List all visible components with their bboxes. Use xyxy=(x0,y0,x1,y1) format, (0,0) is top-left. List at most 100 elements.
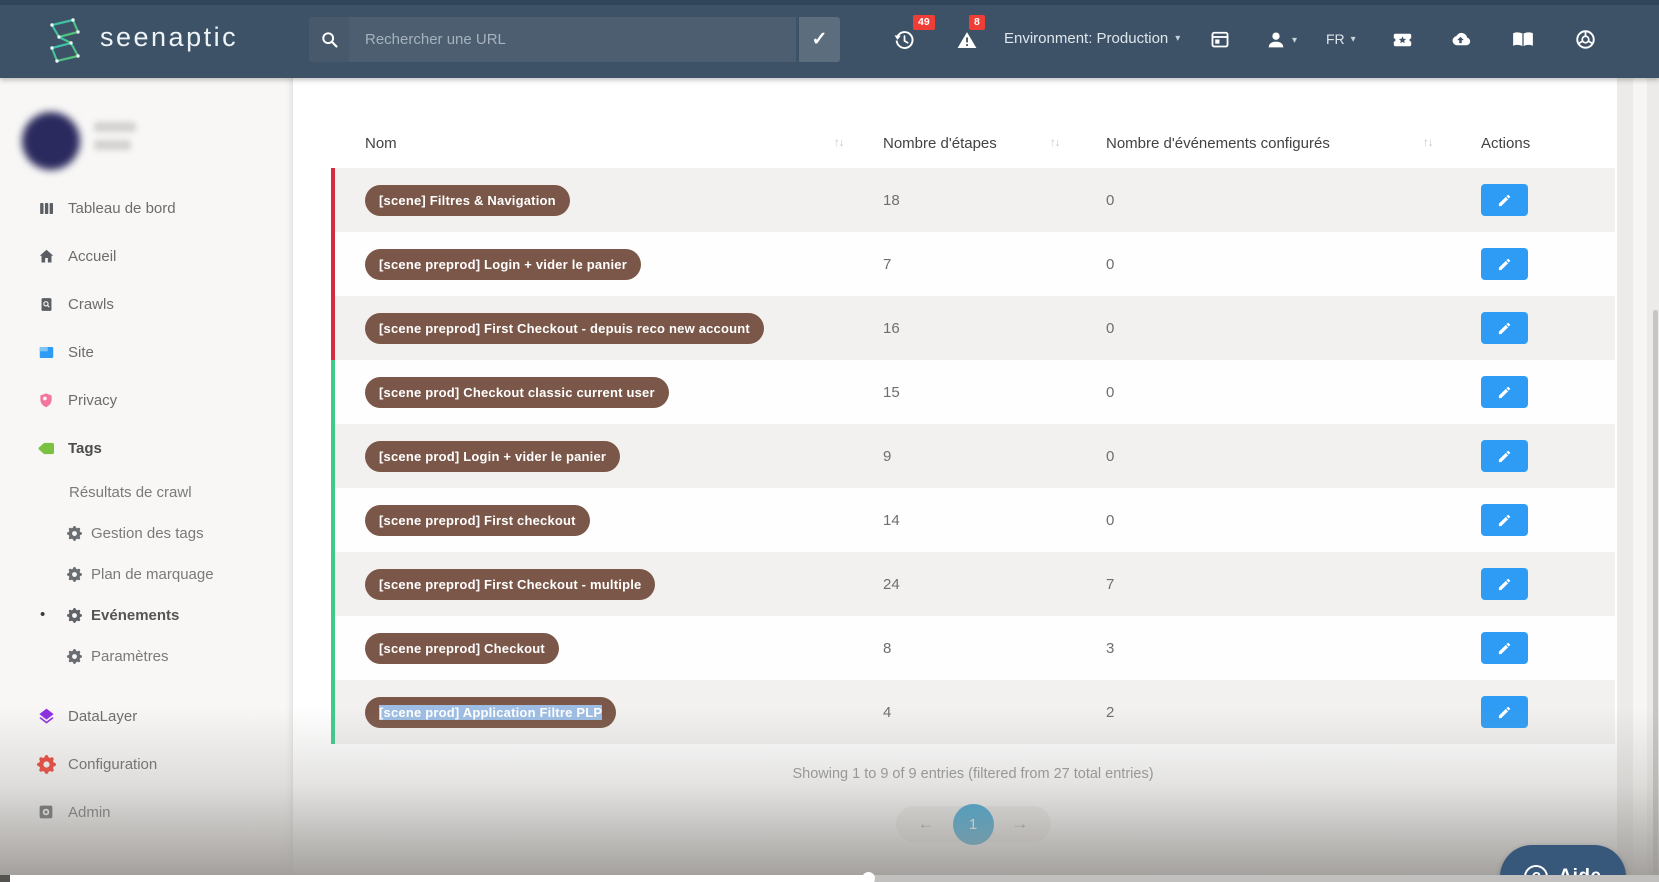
search-input[interactable] xyxy=(349,17,796,62)
sidebar-item-evenements[interactable]: • Evénements xyxy=(0,595,293,636)
page-number-button[interactable]: 1 xyxy=(952,803,994,845)
activity-ticket-icon[interactable] xyxy=(1391,29,1414,56)
avatar[interactable] xyxy=(22,112,80,170)
scenario-badge[interactable]: [scene preprod] First checkout xyxy=(365,504,590,536)
scenario-badge[interactable]: [scene preprod] First Checkout - multipl… xyxy=(365,568,656,600)
events-count: 0 xyxy=(1106,319,1115,337)
documentation-book-icon[interactable] xyxy=(1511,28,1535,56)
scenario-badge[interactable]: [scene preprod] Checkout xyxy=(365,632,559,664)
sidebar-item-label: DataLayer xyxy=(68,707,138,725)
table-row: [scene prod] Checkout classic current us… xyxy=(331,360,1615,424)
layers-icon xyxy=(36,707,56,726)
edit-scenario-button[interactable] xyxy=(1481,440,1528,472)
gear-icon xyxy=(66,649,83,664)
sidebar-item-label: Configuration xyxy=(68,755,158,773)
sidebar-item-admin[interactable]: Admin xyxy=(0,788,293,836)
environment-selector[interactable]: Environment: Production ▾ xyxy=(1004,30,1180,47)
cloud-upload-icon[interactable] xyxy=(1448,28,1473,56)
edit-scenario-button[interactable] xyxy=(1481,504,1528,536)
table-row: [scene preprod] First Checkout - depuis … xyxy=(331,296,1615,360)
edit-scenario-button[interactable] xyxy=(1481,696,1528,728)
events-count: 3 xyxy=(1106,639,1115,657)
video-playhead-dot[interactable] xyxy=(862,872,875,882)
previous-page-button[interactable]: ← xyxy=(904,814,949,834)
crawl-document-icon xyxy=(36,295,56,314)
edit-scenario-button[interactable] xyxy=(1481,568,1528,600)
browser-extension-icon[interactable] xyxy=(1574,28,1597,56)
table-row: [scene] Filtres & Navigation 18 0 xyxy=(331,168,1615,232)
language-label: FR xyxy=(1326,31,1345,47)
sidebar-item-label: Plan de marquage xyxy=(91,566,214,583)
sidebar-item-privacy[interactable]: Privacy xyxy=(0,376,293,424)
sidebar-item-label: Paramètres xyxy=(91,648,169,665)
chevron-down-icon: ▾ xyxy=(1175,33,1181,44)
events-count: 2 xyxy=(1106,703,1115,721)
scenario-badge[interactable]: [scene] Filtres & Navigation xyxy=(365,184,570,216)
column-header-actions: Actions xyxy=(1481,134,1531,152)
edit-scenario-button[interactable] xyxy=(1481,184,1528,216)
sidebar-item-parametres[interactable]: Paramètres xyxy=(0,636,293,677)
sidebar-item-site[interactable]: Site xyxy=(0,328,293,376)
scenario-badge[interactable]: [scene prod] Application Filtre PLP xyxy=(365,696,617,728)
edit-scenario-button[interactable] xyxy=(1481,248,1528,280)
sidebar-item-tags[interactable]: Tags xyxy=(0,424,293,472)
edit-scenario-button[interactable] xyxy=(1481,376,1528,408)
check-icon: ✓ xyxy=(811,29,828,50)
sidebar-item-datalayer[interactable]: DataLayer xyxy=(0,692,293,740)
brand-title: seenaptic xyxy=(100,22,239,52)
user-menu[interactable]: ▾ xyxy=(1265,29,1297,51)
events-count: 0 xyxy=(1106,255,1115,273)
selected-text: [scene prod] Application Filtre PLP xyxy=(379,704,603,720)
table-row: [scene preprod] First checkout 14 0 xyxy=(331,488,1615,552)
scrollbar-track[interactable] xyxy=(1633,78,1647,882)
sort-icon[interactable]: ↑↓ xyxy=(1423,137,1434,149)
video-progress-bar[interactable] xyxy=(0,872,1659,882)
events-count: 0 xyxy=(1106,383,1115,401)
steps-count: 14 xyxy=(883,511,900,529)
steps-count: 9 xyxy=(883,447,892,465)
steps-count: 16 xyxy=(883,319,900,337)
gear-icon xyxy=(36,755,56,774)
scenario-badge[interactable]: [scene prod] Login + vider le panier xyxy=(365,440,621,472)
pagination: ← 1 → xyxy=(331,803,1615,845)
sidebar-item-label: Accueil xyxy=(68,247,117,265)
entries-summary: Showing 1 to 9 of 9 entries (filtered fr… xyxy=(792,766,1154,782)
sidebar-item-resultats-de-crawl[interactable]: Résultats de crawl xyxy=(0,472,293,513)
next-page-button[interactable]: → xyxy=(998,814,1043,834)
dashboard-bars-icon xyxy=(36,199,56,218)
edit-scenario-button[interactable] xyxy=(1481,312,1528,344)
steps-count: 24 xyxy=(883,575,900,593)
sidebar-nav: Tableau de bord Accueil Crawls Site Priv… xyxy=(0,184,293,836)
sidebar-item-label: Tags xyxy=(68,439,102,457)
warning-icon[interactable] xyxy=(955,29,979,57)
scrollbar-thumb[interactable] xyxy=(1653,310,1658,882)
sidebar-item-configuration[interactable]: Configuration xyxy=(0,740,293,788)
edit-scenario-button[interactable] xyxy=(1481,632,1528,664)
events-count: 0 xyxy=(1106,191,1115,209)
sort-icon[interactable]: ↑↓ xyxy=(834,137,845,149)
language-selector[interactable]: FR ▾ xyxy=(1326,31,1356,47)
video-progress-start xyxy=(0,875,10,882)
search-submit-button[interactable]: ✓ xyxy=(796,17,840,62)
sidebar-item-gestion-des-tags[interactable]: Gestion des tags xyxy=(0,513,293,554)
sidebar-item-accueil[interactable]: Accueil xyxy=(0,232,293,280)
table-row: [scene preprod] Login + vider le panier … xyxy=(331,232,1615,296)
chevron-down-icon: ▾ xyxy=(1292,34,1298,46)
events-count: 7 xyxy=(1106,575,1115,593)
video-progress-played xyxy=(10,875,868,882)
sidebar-item-crawls[interactable]: Crawls xyxy=(0,280,293,328)
table-row: [scene prod] Application Filtre PLP 4 2 xyxy=(331,680,1615,744)
sidebar-item-plan-de-marquage[interactable]: Plan de marquage xyxy=(0,554,293,595)
sort-icon[interactable]: ↑↓ xyxy=(1050,137,1061,149)
scenario-badge[interactable]: [scene prod] Checkout classic current us… xyxy=(365,376,669,408)
calendar-icon[interactable] xyxy=(1209,28,1231,55)
scenario-badge[interactable]: [scene preprod] Login + vider le panier xyxy=(365,248,641,280)
steps-count: 15 xyxy=(883,383,900,401)
scenario-badge[interactable]: [scene preprod] First Checkout - depuis … xyxy=(365,312,764,344)
gear-icon xyxy=(66,608,83,623)
sidebar-item-tableau-de-bord[interactable]: Tableau de bord xyxy=(0,184,293,232)
sidebar-item-label: Crawls xyxy=(68,295,114,313)
steps-count: 7 xyxy=(883,255,892,273)
history-icon[interactable] xyxy=(893,29,916,57)
steps-count: 4 xyxy=(883,703,892,721)
